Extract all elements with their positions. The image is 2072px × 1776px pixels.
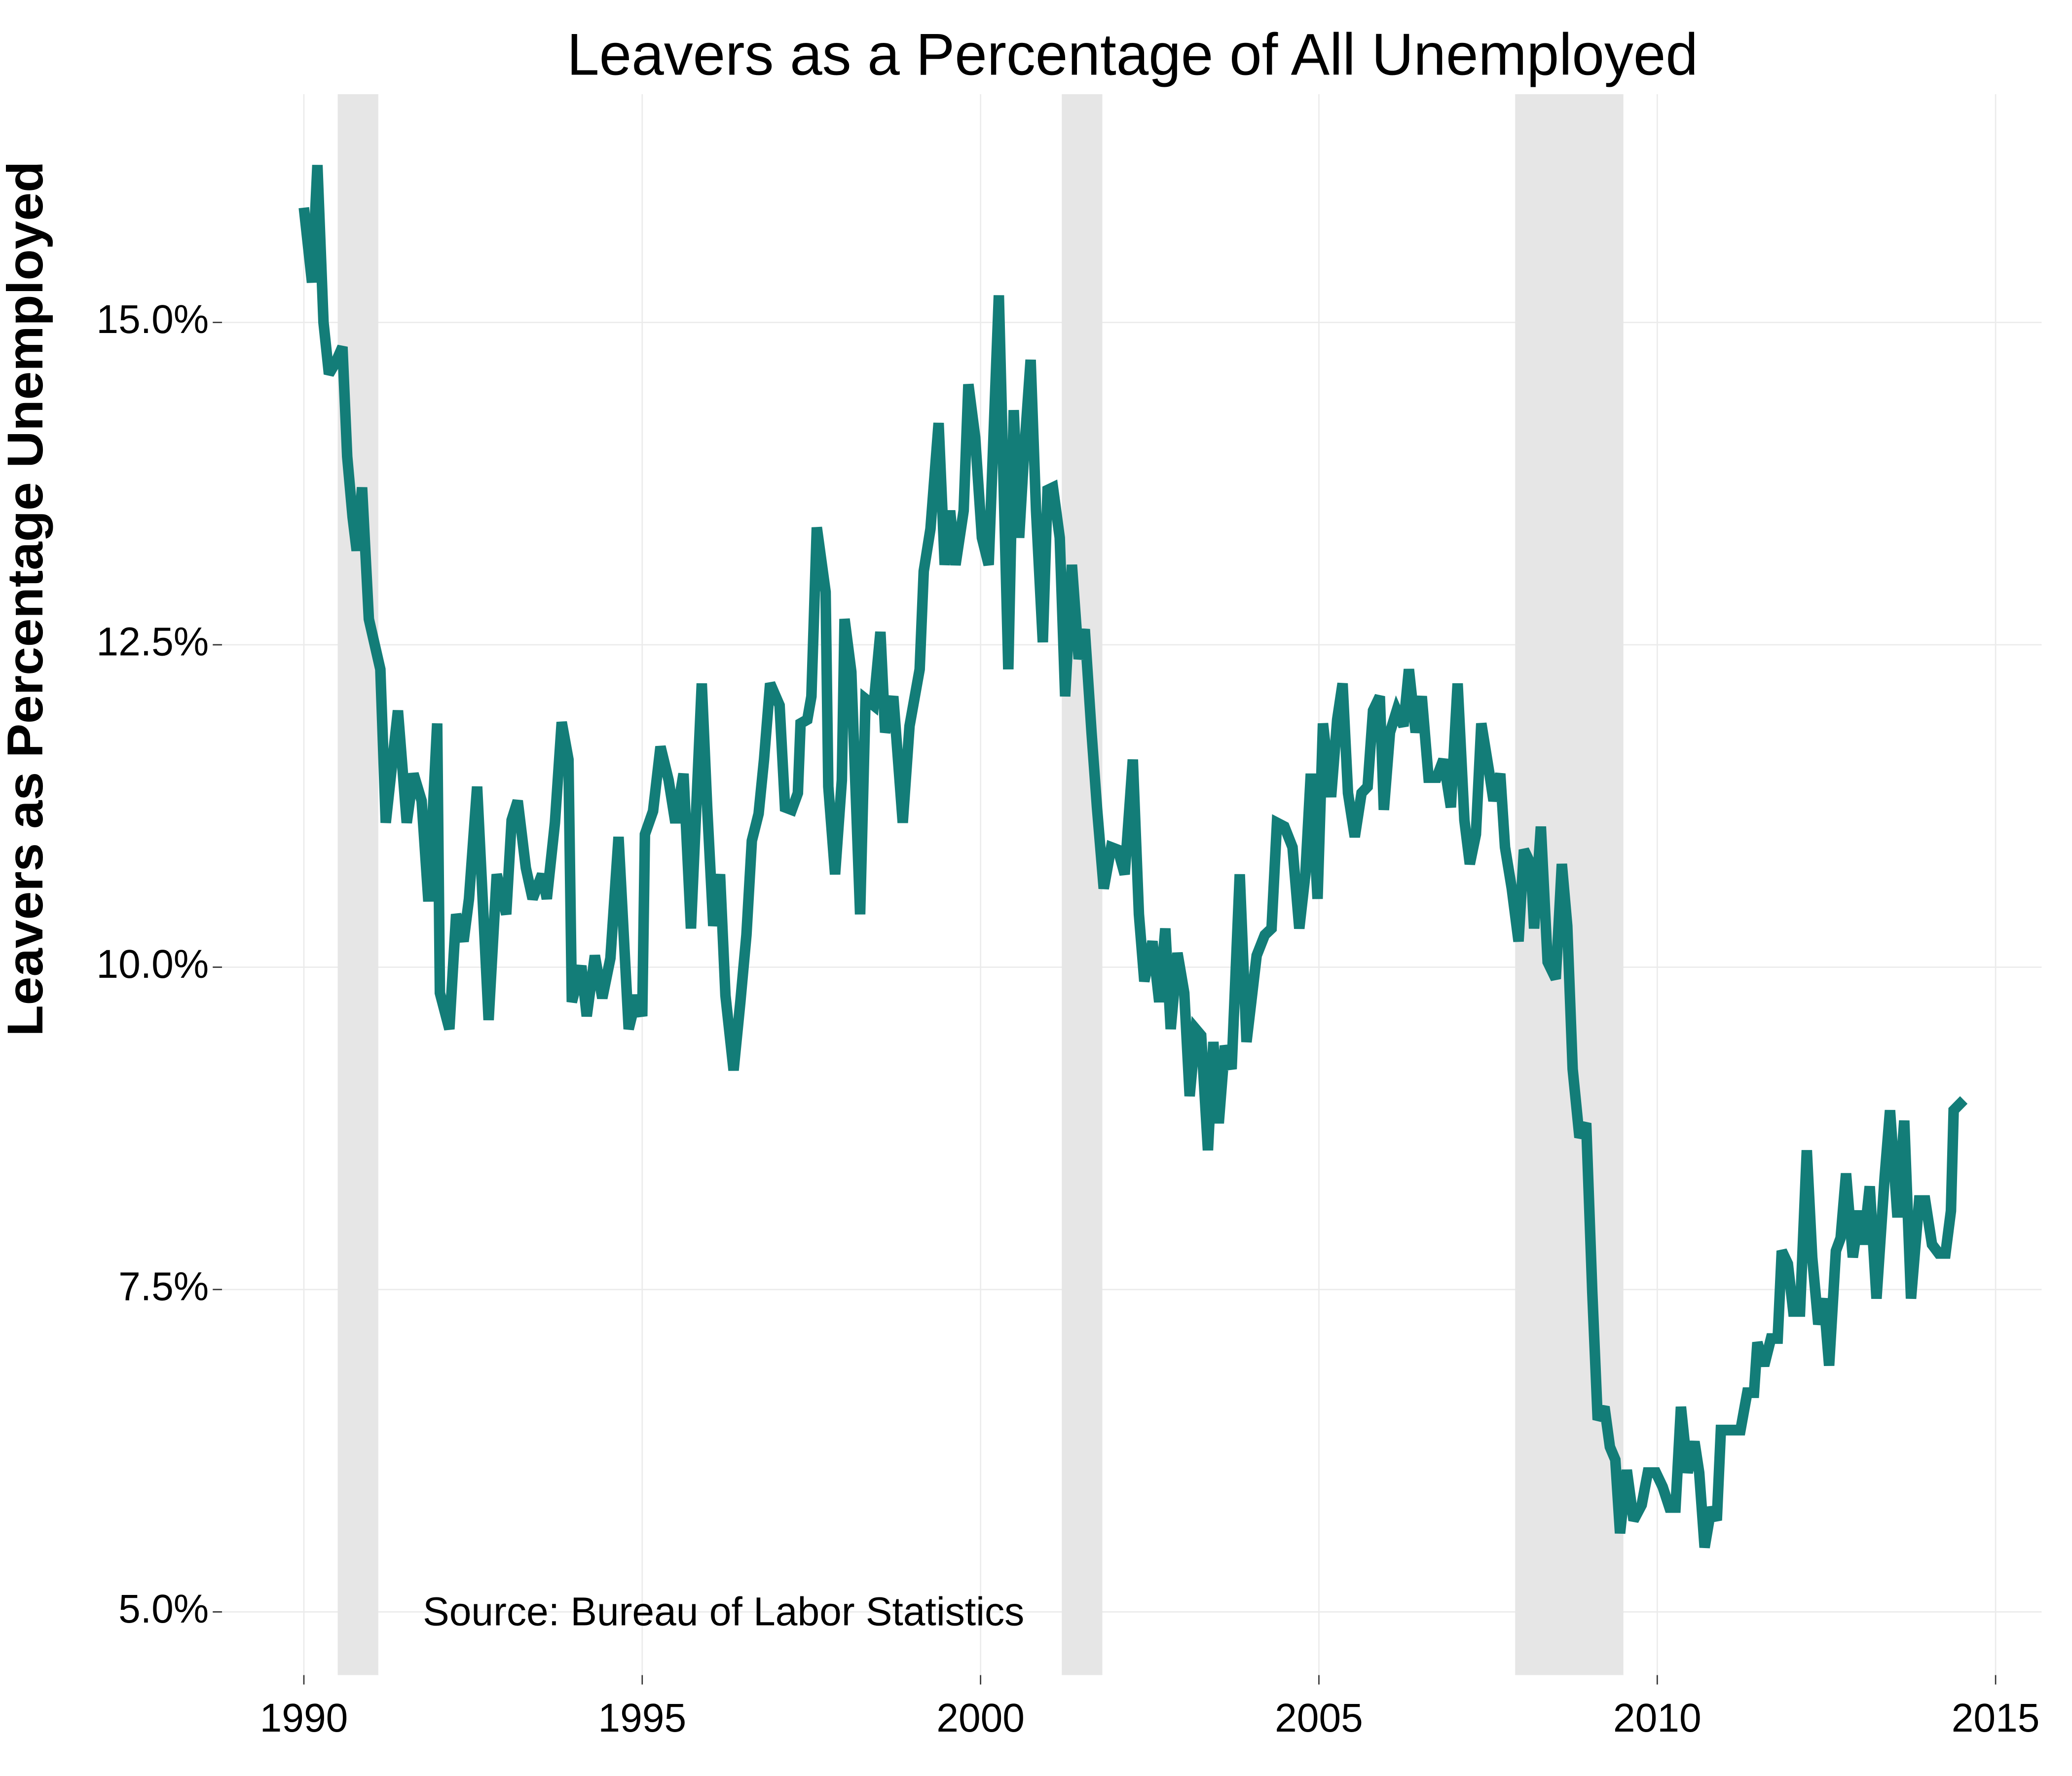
y-tick-label: 7.5%	[118, 1264, 209, 1309]
y-tick-label: 15.0%	[96, 297, 209, 342]
source-annotation: Source: Bureau of Labor Statistics	[423, 1590, 1024, 1634]
y-tick-label: 5.0%	[118, 1587, 209, 1631]
x-tick-label: 2010	[1613, 1696, 1702, 1740]
x-tick-label: 1990	[260, 1696, 348, 1740]
chart-title: Leavers as a Percentage of All Unemploye…	[567, 22, 1698, 88]
y-tick-label: 12.5%	[96, 620, 209, 665]
recession-shade	[337, 94, 378, 1675]
x-tick-label: 2000	[936, 1696, 1025, 1740]
y-tick-label: 10.0%	[96, 942, 209, 987]
x-tick-label: 2015	[1952, 1696, 2040, 1740]
data-line	[298, 165, 1968, 1549]
x-tick-label: 1995	[598, 1696, 686, 1740]
x-tick-label: 2005	[1275, 1696, 1363, 1740]
recession-shade	[1062, 94, 1103, 1675]
y-axis-label: Leavers as Percentage Unemployed	[0, 161, 53, 1036]
